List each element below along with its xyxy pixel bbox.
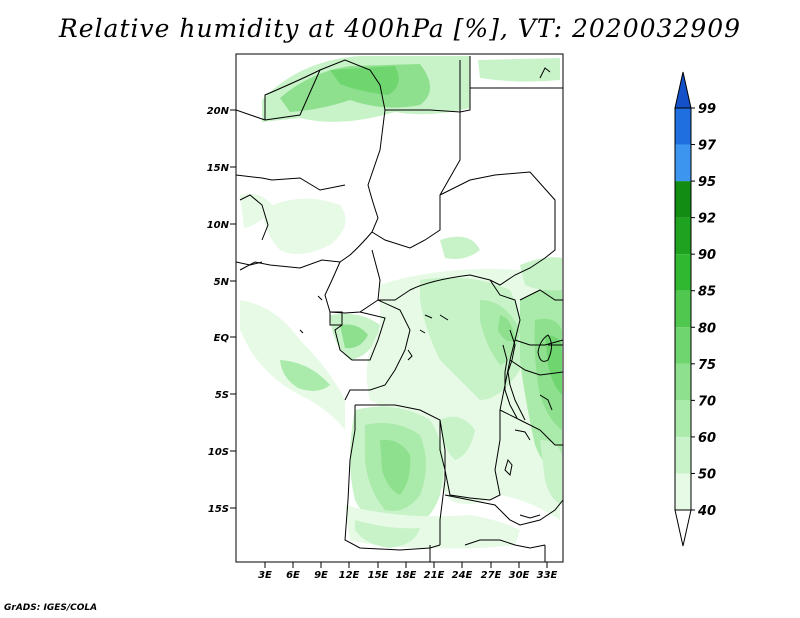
lon-label-6e: 6E (286, 570, 300, 581)
lon-label-33e: 33E (537, 570, 558, 581)
lon-label-27e: 27E (481, 570, 502, 581)
colorbar-bin (675, 181, 691, 218)
lon-label-9e: 9E (314, 570, 328, 581)
colorbar-label: 99 (698, 102, 716, 117)
colorbar-label: 90 (698, 248, 716, 263)
lat-label-20n: 20N (207, 106, 230, 117)
colorbar-bin (675, 327, 691, 364)
lon-label-15e: 15E (368, 570, 389, 581)
lon-label-24e: 24E (452, 570, 473, 581)
colorbar-label: 95 (698, 175, 716, 190)
colorbar-bin (675, 108, 691, 145)
colorbar-bin (675, 217, 691, 255)
lon-label-21e: 21E (424, 570, 445, 581)
lon-label-12e: 12E (339, 570, 360, 581)
colorbar-label: 75 (698, 358, 716, 373)
colorbar-frame (674, 107, 692, 511)
colorbar-label: 97 (698, 139, 717, 154)
colorbar-bin (674, 509, 692, 547)
lon-label-30e: 30E (509, 570, 530, 581)
longitude-axis: 3E 6E 9E 12E 15E 18E 21E 24E 27E 30E 33E (258, 562, 558, 581)
lon-label-18e: 18E (396, 570, 417, 581)
colorbar-label: 92 (698, 212, 716, 227)
lat-label-eq: EQ (214, 333, 230, 344)
colorbar-label: 85 (698, 285, 716, 300)
humidity-shading (240, 56, 562, 549)
latitude-axis: 20N 15N 10N 5N EQ 5S 10S 15S (207, 106, 236, 515)
colorbar-bin (675, 254, 691, 291)
colorbar-label: 70 (698, 394, 716, 409)
colorbar-bin (675, 363, 691, 401)
lat-label-5n: 5N (214, 277, 230, 288)
lon-label-3e: 3E (258, 570, 272, 581)
colorbar-label: 60 (698, 431, 716, 446)
colorbar-bin (675, 436, 691, 474)
grads-credit: GrADS: IGES/COLA (4, 603, 98, 613)
colorbar-label: 40 (697, 504, 716, 519)
colorbar-label: 80 (698, 321, 716, 336)
colorbar-bin (675, 400, 691, 437)
lat-label-10n: 10N (207, 220, 230, 231)
lat-label-5s: 5S (215, 390, 229, 401)
colorbar-bin (675, 290, 691, 328)
colorbar-bin (675, 144, 691, 182)
lat-label-15s: 15S (208, 504, 229, 515)
colorbar-label: 50 (698, 467, 716, 482)
map-title: Relative humidity at 400hPa [%], VT: 202… (58, 14, 742, 43)
colorbar-bin (675, 473, 691, 510)
map-frame (235, 53, 564, 563)
country-borders (236, 56, 563, 562)
colorbar-bin (674, 71, 692, 109)
lat-label-15n: 15N (207, 163, 230, 174)
colorbar: 40 50 60 70 75 80 85 90 92 95 97 99 (674, 71, 717, 547)
lat-label-10s: 10S (208, 447, 229, 458)
